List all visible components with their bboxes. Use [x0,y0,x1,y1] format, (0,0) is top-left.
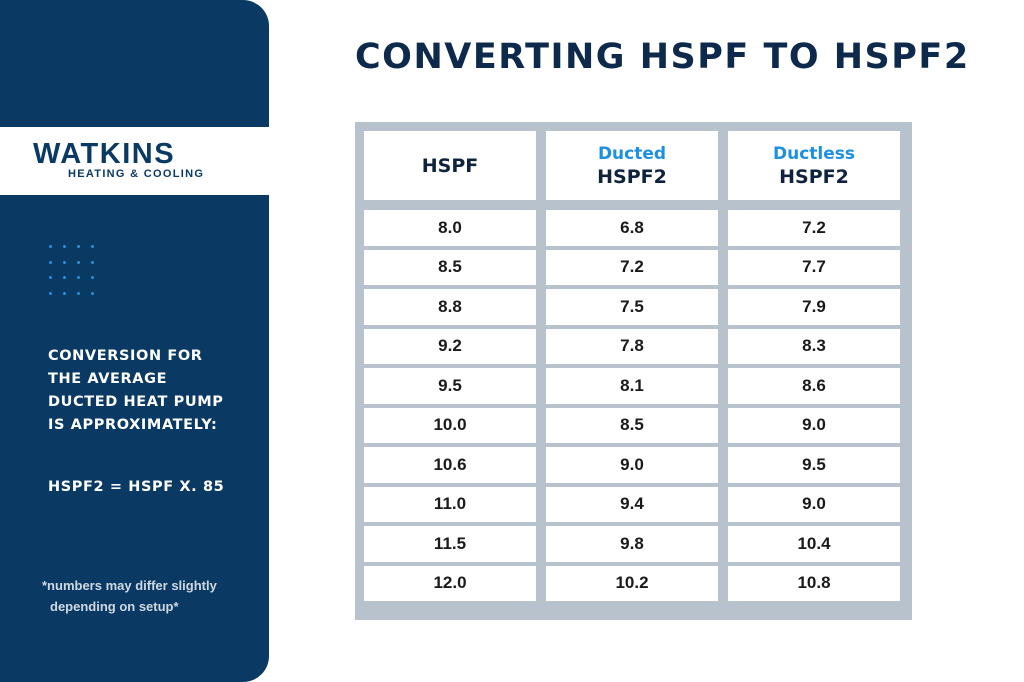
disclaimer-note: *numbers may differ slightly depending o… [42,575,252,617]
dot [49,245,52,248]
table-cell: 10.8 [728,565,900,601]
table-cell: 10.4 [728,526,900,562]
table-cell: 10.2 [546,565,718,601]
dot [63,260,66,264]
table-cell: 8.5 [364,249,536,285]
dot [77,291,80,295]
table-cell: 10.0 [364,407,536,443]
table-cell: 9.2 [364,328,536,364]
description-line: DUCTED HEAT PUMP [48,394,224,410]
table-cell: 9.5 [728,447,900,483]
header-label: HSPF2 [597,165,667,188]
table-cell: 7.2 [546,249,718,285]
table-cell: 8.5 [546,407,718,443]
table-cell: 9.0 [728,486,900,522]
table-cell: 11.5 [364,526,536,562]
side-panel [0,0,269,682]
note-line: depending on setup* [50,599,179,614]
column-header: HSPF [364,131,536,200]
brand-logo: WATKINS [33,138,176,170]
description-line: THE AVERAGE [48,371,168,387]
table-grid: HSPF Ducted HSPF2 Ductless HSPF2 8.0 6.8 7.2 8.5… [364,131,903,601]
table-cell: 8.1 [546,368,718,404]
conversion-formula: HSPF2 = HSPF X. 85 [48,479,225,495]
table-cell: 9.8 [546,526,718,562]
table-cell: 9.0 [546,447,718,483]
dot [91,260,94,264]
header-label: HSPF2 [779,165,849,188]
dot [49,291,52,295]
dot [77,260,80,264]
header-accent-label: Ductless [772,143,855,164]
table-cell: 9.4 [546,486,718,522]
table-cell: 8.6 [728,368,900,404]
description-line: IS APPROXIMATELY: [48,417,218,433]
table-cell: 9.0 [728,407,900,443]
column-header: Ductless HSPF2 [728,131,900,200]
table-cell: 8.0 [364,210,536,246]
dot [77,276,80,279]
dot [49,276,52,279]
brand-tagline: HEATING & COOLING [68,168,205,180]
dot-grid-icon [46,242,96,298]
table-cell: 8.8 [364,289,536,325]
table-cell: 7.8 [546,328,718,364]
dot [91,276,94,279]
table-cell: 10.6 [364,447,536,483]
dot [49,260,52,264]
header-accent-label: Ducted [597,143,667,164]
table-cell: 7.2 [728,210,900,246]
description-line: CONVERSION FOR [48,348,203,364]
dot [91,245,94,248]
table-cell: 7.9 [728,289,900,325]
table-cell: 9.5 [364,368,536,404]
column-header: Ducted HSPF2 [546,131,718,200]
note-line: *numbers may differ slightly [42,578,217,593]
conversion-description: CONVERSION FOR THE AVERAGE DUCTED HEAT P… [48,345,248,437]
table-cell: 8.3 [728,328,900,364]
dot [77,245,80,248]
logo-band [0,127,269,195]
dot [91,291,94,295]
dot [63,245,66,248]
page-title: CONVERTING HSPF TO HSPF2 [355,37,970,77]
table-cell: 12.0 [364,565,536,601]
dot [63,291,66,295]
header-label: HSPF [421,154,479,177]
conversion-table: HSPF Ducted HSPF2 Ductless HSPF2 8.0 6.8 7.2 8.5… [355,122,912,620]
table-cell: 11.0 [364,486,536,522]
table-cell: 7.5 [546,289,718,325]
table-cell: 6.8 [546,210,718,246]
dot [63,276,66,279]
table-cell: 7.7 [728,249,900,285]
